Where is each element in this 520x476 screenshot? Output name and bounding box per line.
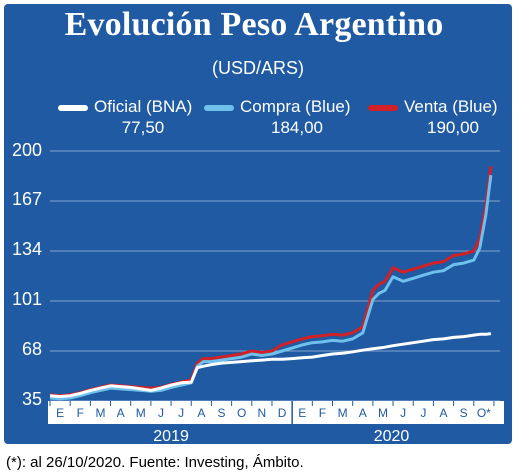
x-month-label: M <box>136 406 146 420</box>
legend-value-venta: 190,00 <box>427 118 479 137</box>
legend-label-venta: Venta (Blue) <box>404 97 498 116</box>
x-month-label: J <box>158 406 164 420</box>
legend-swatch-compra <box>204 104 234 111</box>
x-month-label: A <box>117 406 125 420</box>
x-month-label: S <box>218 406 226 420</box>
series-line-compra <box>49 175 493 401</box>
year-label: 2020 <box>374 428 410 445</box>
legend-value-compra: 184,00 <box>271 118 323 137</box>
year-label: 2019 <box>153 428 189 445</box>
x-month-label: O <box>237 406 246 420</box>
x-month-label: O* <box>477 406 491 420</box>
x-month-label: A <box>439 406 447 420</box>
x-month-label: M <box>338 406 348 420</box>
x-month-label: F <box>319 406 326 420</box>
x-month-label: E <box>56 406 64 420</box>
x-month-label: A <box>359 406 367 420</box>
x-month-label: M <box>378 406 388 420</box>
y-tick-label: 167 <box>11 189 42 209</box>
x-month-label: D <box>278 406 287 420</box>
legend-value-oficial: 77,50 <box>121 118 165 137</box>
legend-swatch-oficial <box>58 104 88 111</box>
legend-label-oficial: Oficial (BNA) <box>94 97 193 116</box>
legend-oficial: Oficial (BNA) <box>58 97 192 117</box>
x-month-label: A <box>197 406 205 420</box>
x-month-label: S <box>460 406 468 420</box>
y-tick-label: 101 <box>11 289 42 309</box>
x-month-label: E <box>298 406 306 420</box>
legend-swatch-venta <box>368 104 398 111</box>
x-month-label: J <box>400 406 406 420</box>
x-month-label: F <box>77 406 84 420</box>
x-month-label: N <box>258 406 267 420</box>
legend-label-compra: Compra (Blue) <box>240 97 351 116</box>
footnote: (*): al 26/10/2020. Fuente: Investing, Á… <box>6 454 304 471</box>
chart-title: Evolución Peso Argentino <box>64 6 444 43</box>
y-tick-label: 200 <box>11 140 42 160</box>
chart-subtitle: (USD/ARS) <box>211 58 304 78</box>
y-tick-label: 134 <box>11 239 42 259</box>
x-month-label: J <box>178 406 184 420</box>
x-month-label: M <box>95 406 105 420</box>
chart-panel <box>4 4 512 444</box>
series-line-oficial <box>49 332 492 398</box>
x-axis-band <box>48 401 504 424</box>
legend-compra: Compra (Blue) <box>204 97 351 117</box>
legend-venta: Venta (Blue) <box>368 97 498 117</box>
y-tick-label: 68 <box>21 339 42 359</box>
x-month-label: J <box>420 406 426 420</box>
y-tick-label: 35 <box>21 389 42 409</box>
